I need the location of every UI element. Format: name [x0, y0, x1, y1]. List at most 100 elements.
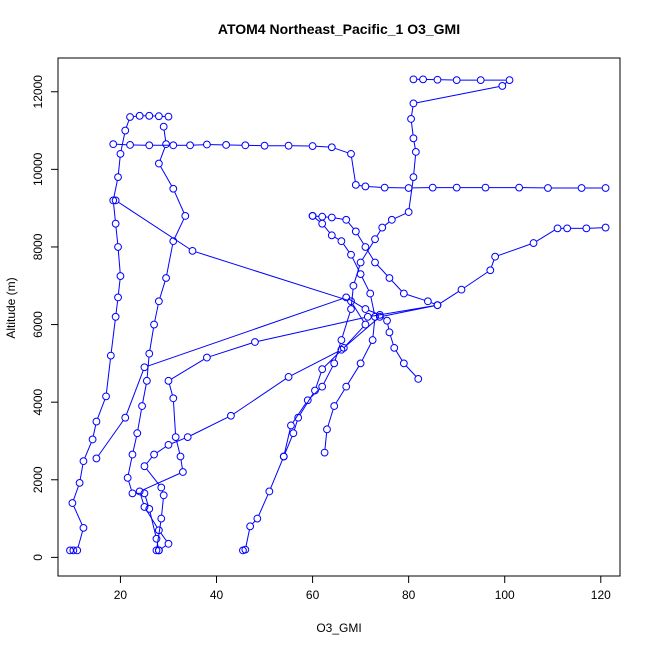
- series-line-segment: [126, 370, 144, 415]
- data-point: [349, 281, 358, 290]
- series-line-segment: [361, 277, 370, 291]
- data-point: [135, 111, 144, 120]
- series-line-segment: [142, 384, 147, 403]
- series-line-segment: [387, 324, 390, 329]
- series-line-segment: [376, 230, 381, 237]
- series-line-segment: [284, 428, 291, 454]
- series-line-segment: [140, 494, 144, 504]
- series-line-segment: [163, 130, 167, 141]
- data-point: [140, 462, 149, 471]
- series-line-segment: [323, 366, 333, 384]
- series-line-segment: [252, 520, 256, 525]
- data-point: [361, 305, 370, 313]
- data-point: [169, 184, 178, 193]
- data-point: [491, 252, 500, 261]
- data-point: [351, 180, 360, 189]
- data-point: [339, 343, 348, 352]
- series-line-segment: [353, 265, 361, 283]
- series-7: [279, 75, 514, 461]
- data-point: [159, 491, 168, 500]
- data-point: [327, 213, 336, 222]
- series-line-segment: [372, 320, 376, 337]
- data-point: [79, 523, 88, 532]
- data-point: [553, 224, 562, 233]
- data-point: [246, 522, 255, 531]
- series-line-segment: [357, 234, 364, 245]
- data-point: [368, 336, 377, 344]
- series-line-segment: [327, 409, 334, 427]
- data-point: [152, 546, 161, 555]
- data-point: [361, 243, 370, 251]
- data-point: [150, 320, 158, 329]
- data-point: [318, 365, 327, 374]
- data-point: [111, 219, 120, 228]
- series-line-segment: [504, 81, 508, 85]
- data-point: [423, 297, 432, 306]
- y-tick-label: 6000: [31, 311, 45, 338]
- series-line-segment: [384, 221, 390, 226]
- data-point: [361, 182, 370, 191]
- data-point: [433, 75, 442, 84]
- data-point: [128, 450, 137, 459]
- series-line-segment: [350, 289, 354, 306]
- data-point: [227, 411, 235, 420]
- series-line-segment: [128, 481, 132, 491]
- data-point: [308, 142, 317, 150]
- series-line-segment: [383, 305, 435, 317]
- data-point: [169, 141, 178, 150]
- data-point: [92, 454, 101, 463]
- series-line-segment: [117, 279, 121, 294]
- data-point: [320, 448, 329, 457]
- x-axis: 20 40 60 80 100 120: [114, 575, 611, 602]
- data-point: [399, 289, 408, 298]
- data-point: [378, 223, 387, 232]
- data-point: [582, 224, 591, 233]
- series-line-segment: [166, 244, 174, 275]
- y-tick-label: 0: [31, 554, 45, 561]
- series-line-segment: [536, 229, 555, 242]
- series-line-segment: [258, 494, 269, 516]
- data-point: [140, 363, 149, 372]
- y-axis: 0 2000 4000 6000 8000 10000 12000: [31, 75, 59, 561]
- series-line-segment: [174, 218, 185, 239]
- series-line-segment: [292, 402, 307, 423]
- data-point: [114, 243, 122, 251]
- series-line-segment: [156, 446, 166, 453]
- x-axis-label: O3_GMI: [316, 621, 361, 635]
- data-point: [505, 76, 514, 85]
- series-line-segment: [245, 529, 250, 547]
- y-tick-label: 4000: [31, 388, 45, 415]
- data-point: [140, 503, 149, 511]
- data-point: [318, 382, 327, 391]
- data-point: [73, 546, 82, 555]
- series-line-segment: [159, 281, 166, 298]
- data-point: [114, 173, 122, 182]
- data-point: [150, 450, 158, 459]
- data-point: [241, 141, 250, 150]
- series-3: [109, 140, 610, 192]
- data-point: [342, 382, 351, 391]
- data-point: [287, 421, 295, 430]
- data-point: [366, 289, 375, 298]
- series-line-segment: [291, 350, 339, 376]
- y-tick-label: 10000: [31, 152, 45, 186]
- series-line-segment: [79, 464, 84, 480]
- y-axis-label: Altitude (m): [4, 277, 18, 338]
- series-line-segment: [395, 350, 403, 361]
- series-line-segment: [118, 201, 190, 250]
- data-point: [69, 546, 78, 555]
- data-point: [145, 141, 154, 150]
- series-line-segment: [324, 226, 330, 233]
- series-line-segment: [171, 437, 185, 444]
- data-point: [385, 328, 394, 337]
- data-point: [186, 141, 194, 150]
- series-line-segment: [341, 312, 351, 337]
- data-point: [347, 250, 355, 259]
- data-point: [68, 499, 77, 507]
- series-line-segment: [137, 409, 142, 430]
- data-point: [121, 126, 130, 135]
- series-line-segment: [413, 155, 417, 174]
- series-line-segment: [146, 457, 153, 464]
- data-point: [452, 183, 461, 192]
